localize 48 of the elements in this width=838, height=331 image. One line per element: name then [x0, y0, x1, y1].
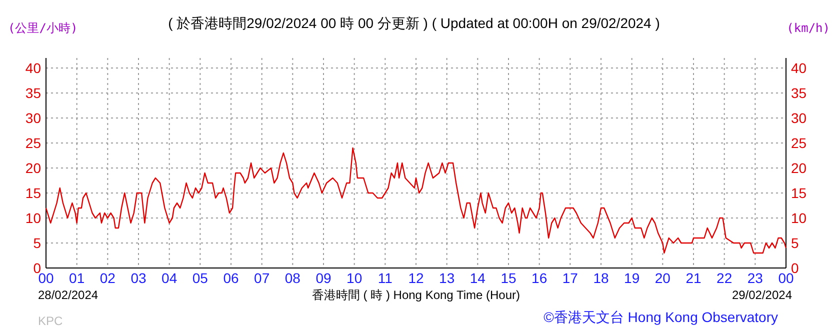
chart-title: ( 於香港時間29/02/2024 00 時 00 分更新 ) ( Updated at 00:00H on 29/02/2024 ) — [168, 15, 660, 31]
y2-tick-label: 20 — [791, 160, 807, 176]
x-tick-label: 05 — [192, 270, 208, 286]
text: 29/02/2024 — [732, 288, 792, 302]
x-tick-label: 12 — [408, 270, 424, 286]
y-tick-label: 5 — [33, 235, 42, 251]
y2-tick-label: 30 — [791, 110, 807, 126]
x-tick-label: 01 — [69, 270, 85, 286]
y2-tick-label: 5 — [791, 235, 799, 251]
x-tick-label: 11 — [378, 270, 393, 286]
y2-tick-label: 40 — [791, 60, 807, 76]
x-axis-title: 香港時間 ( 時 ) Hong Kong Time (Hour) — [312, 288, 520, 302]
y-tick-label: 20 — [25, 160, 42, 176]
x-tick-label: 07 — [254, 270, 270, 286]
y-tick-label: 25 — [25, 135, 42, 151]
x-tick-label: 14 — [470, 270, 486, 286]
x-tick-label: 03 — [130, 270, 146, 286]
x-tick-label: 22 — [716, 270, 732, 286]
x-tick-label: 23 — [747, 270, 764, 286]
text: ©香港天文台 Hong Kong Observatory — [544, 309, 778, 325]
x-tick-label: 06 — [223, 270, 239, 286]
x-tick-label: 19 — [624, 270, 640, 286]
y-tick-label: 40 — [25, 60, 42, 76]
text: KPC — [38, 314, 64, 328]
y-tick-label: 30 — [25, 110, 42, 126]
x-tick-label: 10 — [346, 270, 362, 286]
text: 28/02/2024 — [38, 288, 98, 302]
y-tick-label: 35 — [25, 85, 42, 101]
x-tick-label: 04 — [162, 270, 178, 286]
x-tick-label: 15 — [500, 270, 516, 286]
y-axis-title: (公里/小時) — [8, 21, 78, 35]
y2-tick-label: 10 — [791, 210, 807, 226]
line-series — [45, 147, 787, 254]
x-tick-label: 16 — [532, 270, 548, 286]
x-tick-label: 08 — [284, 270, 301, 286]
x-tick-label: 18 — [593, 270, 609, 286]
y-tick-label: 10 — [25, 210, 42, 226]
x-tick-label: 21 — [686, 270, 702, 286]
x-tick-label: 13 — [439, 270, 455, 286]
y2-tick-label: 25 — [791, 135, 807, 151]
y2-tick-label: 15 — [791, 185, 807, 201]
y-tick-label: 15 — [25, 185, 42, 201]
y2-tick-label: 35 — [791, 85, 807, 101]
x-tick-label: 17 — [562, 270, 578, 286]
x-tick-label: 09 — [316, 270, 332, 286]
x-tick-label: 02 — [100, 270, 116, 286]
x-tick-label: 20 — [654, 270, 671, 286]
y2-axis-title: (km/h) — [786, 21, 830, 35]
